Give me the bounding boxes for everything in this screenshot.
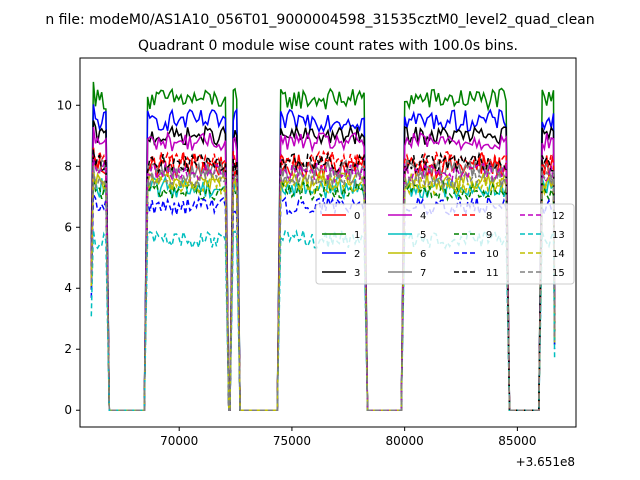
y-tick-label: 0 bbox=[64, 403, 72, 417]
legend-label-0: 0 bbox=[354, 211, 360, 222]
legend-box bbox=[315, 203, 575, 285]
legend-label-1: 1 bbox=[354, 230, 360, 241]
y-tick-label: 6 bbox=[64, 220, 72, 234]
legend-label-7: 7 bbox=[420, 268, 426, 279]
legend-label-13: 13 bbox=[552, 230, 565, 241]
legend-label-5: 5 bbox=[420, 230, 426, 241]
series-line-2 bbox=[90, 104, 556, 411]
legend-label-11: 11 bbox=[486, 268, 499, 279]
legend-label-6: 6 bbox=[420, 249, 426, 260]
x-tick-label: 85000 bbox=[498, 434, 536, 448]
series-line-14 bbox=[90, 171, 556, 411]
y-tick-label: 4 bbox=[64, 281, 72, 295]
y-tick-label: 2 bbox=[64, 342, 72, 356]
x-axis: 70000 75000 80000 85000 bbox=[160, 427, 536, 448]
x-tick-label: 70000 bbox=[160, 434, 198, 448]
y-tick-label: 10 bbox=[57, 98, 72, 112]
legend-label-15: 15 bbox=[552, 268, 565, 279]
legend-label-3: 3 bbox=[354, 268, 360, 279]
y-axis: 0 2 4 6 8 10 bbox=[57, 98, 80, 417]
series-line-1 bbox=[90, 81, 556, 411]
x-tick-label: 80000 bbox=[386, 434, 424, 448]
series-line-4 bbox=[90, 126, 556, 411]
series-line-5 bbox=[90, 174, 556, 411]
series-line-12 bbox=[90, 158, 556, 411]
series-line-3 bbox=[90, 120, 556, 411]
legend-label-12: 12 bbox=[552, 211, 565, 222]
legend-label-2: 2 bbox=[354, 249, 360, 260]
legend-label-4: 4 bbox=[420, 211, 426, 222]
x-offset-label: +3.651e8 bbox=[516, 455, 575, 469]
series-line-7 bbox=[90, 155, 556, 411]
figure-suptitle: n file: modeM0/AS1A10_056T01_9000004598_… bbox=[45, 12, 594, 28]
legend-label-14: 14 bbox=[552, 249, 565, 260]
legend-label-10: 10 bbox=[486, 249, 499, 260]
y-tick-label: 8 bbox=[64, 159, 72, 173]
chart-title: Quadrant 0 module wise count rates with … bbox=[138, 38, 518, 54]
x-tick-label: 75000 bbox=[273, 434, 311, 448]
axes-frame bbox=[79, 57, 577, 428]
legend-label-8: 8 bbox=[486, 211, 492, 222]
legend-label-9: 9 bbox=[486, 230, 492, 241]
series-line-11 bbox=[90, 149, 556, 411]
series-line-15 bbox=[90, 165, 556, 411]
